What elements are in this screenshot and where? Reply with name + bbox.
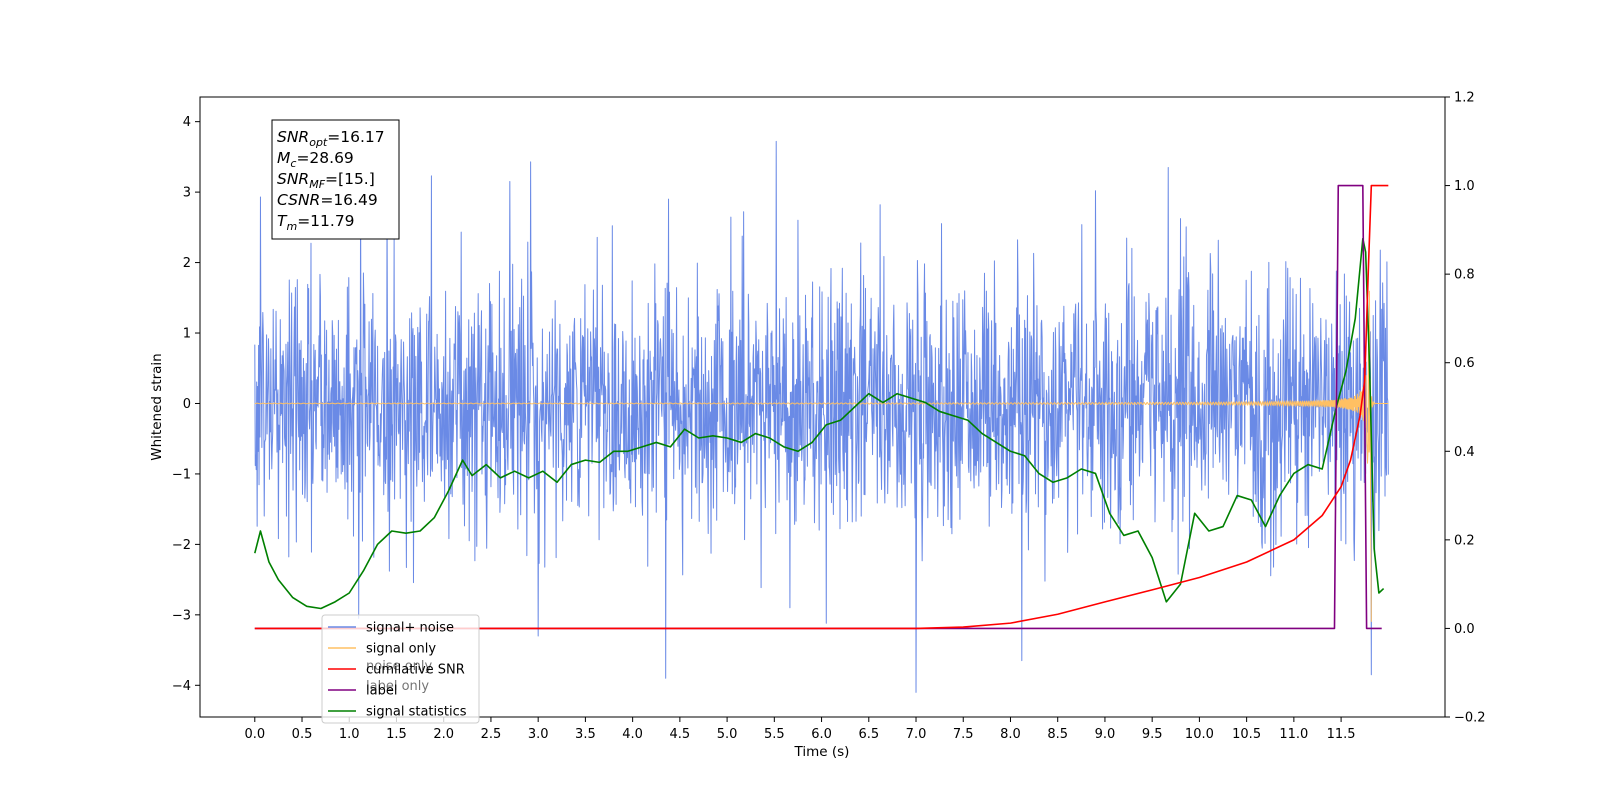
y-right-tick-label: 1.2 bbox=[1454, 91, 1475, 106]
annotation-value: =16.49 bbox=[320, 191, 377, 209]
series-line-signal-only bbox=[254, 290, 1389, 622]
y-axis-left: 4 3 2 1 0 −1 −2 −3 −4 bbox=[172, 115, 200, 694]
annotation-value: =11.79 bbox=[297, 212, 354, 230]
y-right-tick-label: 0.6 bbox=[1454, 356, 1475, 371]
series-line-signal-plus-noise bbox=[254, 140, 1389, 693]
x-tick-label: 9.5 bbox=[1142, 727, 1163, 742]
x-tick-label: 7.0 bbox=[906, 727, 927, 742]
y-right-tick-label: 0.0 bbox=[1454, 622, 1475, 637]
y-axis-title: Whitened strain bbox=[149, 353, 165, 460]
series-signal-only bbox=[254, 290, 1389, 622]
y-left-tick-label: 4 bbox=[183, 115, 191, 130]
legend-hidden-label: label only bbox=[366, 679, 429, 694]
y-left-tick-label: 2 bbox=[183, 256, 191, 271]
annotation-box: SNRopt=16.17Mc=28.69SNRMF=[15.]CSNR=16.4… bbox=[271, 119, 400, 240]
annotation-line: SNRopt=16.17 bbox=[277, 128, 385, 149]
x-axis: 0.0 0.5 1.0 1.5 2.0 2.5 3.0 3.5 4.0 4.5 5.0 5.5 6.0 6… bbox=[244, 717, 1356, 742]
annotation-line: CSNR=16.49 bbox=[277, 191, 378, 209]
annotation-value: =28.69 bbox=[296, 149, 353, 167]
y-right-tick-label: −0.2 bbox=[1454, 711, 1486, 726]
annotation-frame bbox=[271, 119, 400, 240]
legend-hidden-label: noise only bbox=[366, 659, 433, 674]
annotation-value: =16.17 bbox=[327, 128, 384, 146]
series-line-label bbox=[254, 184, 1382, 630]
annotation-line: Mc=28.69 bbox=[277, 149, 354, 170]
annotation-symbol: SNR bbox=[277, 170, 309, 188]
x-tick-label: 11.0 bbox=[1279, 727, 1308, 742]
annotation-subscript: m bbox=[286, 220, 297, 233]
y-right-tick-label: 0.2 bbox=[1454, 533, 1475, 548]
y-left-tick-label: −3 bbox=[172, 608, 191, 623]
series-signal-plus-noise bbox=[254, 140, 1389, 693]
y-left-tick-label: 3 bbox=[183, 186, 191, 201]
x-tick-label: 2.0 bbox=[433, 727, 454, 742]
legend-label: cumilative SNR bbox=[366, 663, 465, 678]
series-line-signal-statistics bbox=[254, 237, 1385, 610]
y-right-tick-label: 1.0 bbox=[1454, 179, 1475, 194]
y-right-tick-label: 0.4 bbox=[1454, 445, 1475, 460]
y-axis-right: 1.2 1.0 0.8 0.6 0.4 0.2 0.0 −0.2 bbox=[1445, 91, 1486, 726]
annotation-symbol: SNR bbox=[277, 128, 309, 146]
annotation-symbol: CSNR bbox=[277, 191, 320, 209]
annotation-symbol: M bbox=[277, 149, 290, 167]
x-tick-label: 6.5 bbox=[858, 727, 879, 742]
x-tick-label: 3.5 bbox=[575, 727, 596, 742]
x-tick-label: 0.0 bbox=[244, 727, 265, 742]
x-tick-label: 1.5 bbox=[386, 727, 407, 742]
x-tick-label: 10.5 bbox=[1232, 727, 1261, 742]
annotation-subscript: c bbox=[290, 157, 296, 170]
x-tick-label: 3.0 bbox=[528, 727, 549, 742]
x-tick-label: 4.0 bbox=[622, 727, 643, 742]
annotation-line: Tm=11.79 bbox=[277, 212, 355, 233]
annotation-symbol: T bbox=[277, 212, 288, 230]
x-tick-label: 7.5 bbox=[953, 727, 974, 742]
x-tick-label: 8.0 bbox=[1000, 727, 1021, 742]
x-tick-label: 10.0 bbox=[1185, 727, 1214, 742]
x-tick-label: 4.5 bbox=[670, 727, 691, 742]
right-axis-series bbox=[254, 184, 1389, 630]
annotation-line: SNRMF=[15.] bbox=[277, 170, 375, 191]
legend-label: label bbox=[366, 684, 397, 699]
plot-area bbox=[254, 140, 1389, 693]
x-tick-label: 5.5 bbox=[764, 727, 785, 742]
x-tick-label: 6.0 bbox=[811, 727, 832, 742]
series-line-cumilative-snr bbox=[254, 184, 1389, 630]
x-tick-label: 11.5 bbox=[1327, 727, 1356, 742]
x-tick-label: 1.0 bbox=[339, 727, 360, 742]
x-tick-label: 2.5 bbox=[481, 727, 502, 742]
y-right-tick-label: 0.8 bbox=[1454, 268, 1475, 283]
y-left-tick-label: −2 bbox=[172, 538, 191, 553]
legend-label: signal+ noise bbox=[366, 621, 454, 636]
y-left-tick-label: −4 bbox=[172, 679, 191, 694]
x-tick-label: 5.0 bbox=[717, 727, 738, 742]
plot-frame bbox=[199, 96, 1446, 718]
y-left-tick-label: −1 bbox=[172, 467, 191, 482]
annotation-subscript: MF bbox=[309, 178, 325, 191]
x-tick-label: 0.5 bbox=[292, 727, 313, 742]
legend-label: signal only bbox=[366, 642, 436, 657]
x-tick-label: 9.0 bbox=[1095, 727, 1116, 742]
x-axis-title: Time (s) bbox=[794, 744, 850, 760]
legend-label: signal statistics bbox=[366, 705, 467, 720]
annotation-value: =[15.] bbox=[325, 170, 375, 188]
legend-frame bbox=[321, 614, 480, 724]
y-left-tick-label: 1 bbox=[183, 327, 191, 342]
annotation-subscript: opt bbox=[309, 136, 328, 149]
legend: noise only label only signal+ noise signal… bbox=[321, 614, 480, 724]
y-left-tick-label: 0 bbox=[183, 397, 191, 412]
x-tick-label: 8.5 bbox=[1047, 727, 1068, 742]
